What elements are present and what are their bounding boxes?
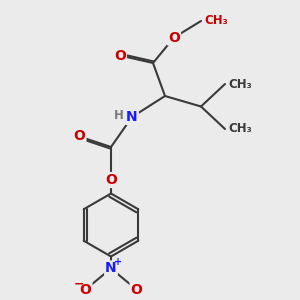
- Text: O: O: [105, 173, 117, 187]
- Text: H: H: [114, 109, 124, 122]
- Text: −: −: [74, 278, 84, 291]
- Text: N: N: [105, 262, 117, 275]
- Text: O: O: [74, 130, 86, 143]
- Text: O: O: [114, 49, 126, 62]
- Text: O: O: [168, 31, 180, 44]
- Text: O: O: [130, 283, 142, 296]
- Text: O: O: [80, 283, 92, 296]
- Text: N: N: [126, 110, 138, 124]
- Text: +: +: [113, 257, 122, 267]
- Text: CH₃: CH₃: [204, 14, 228, 28]
- Text: CH₃: CH₃: [228, 77, 252, 91]
- Text: CH₃: CH₃: [228, 122, 252, 136]
